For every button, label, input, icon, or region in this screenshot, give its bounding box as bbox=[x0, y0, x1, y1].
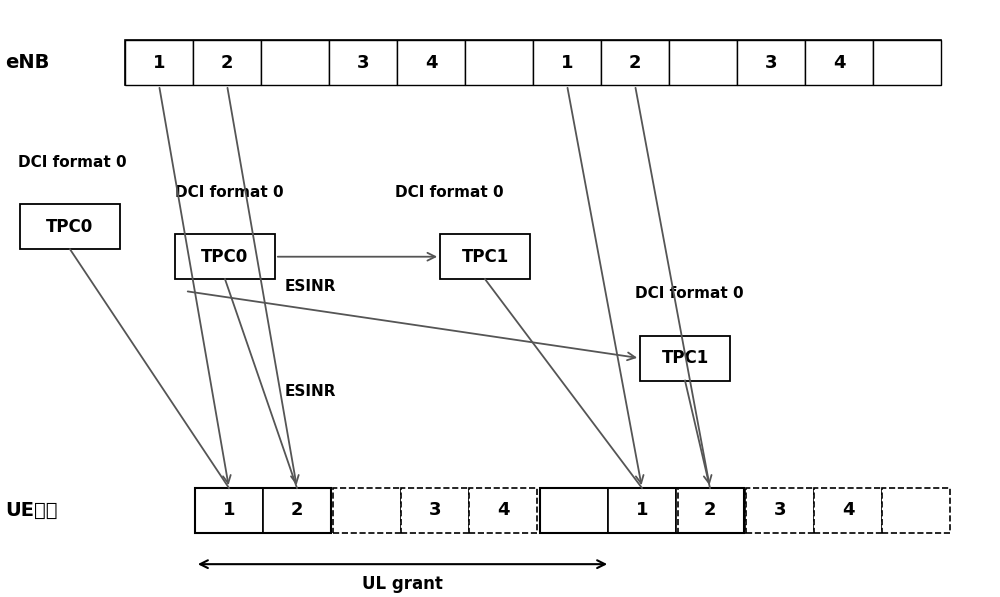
Text: 2: 2 bbox=[291, 501, 303, 519]
Bar bbox=[737, 41, 805, 85]
Text: 3: 3 bbox=[765, 54, 777, 72]
Bar bbox=[814, 488, 882, 533]
Text: 4: 4 bbox=[497, 501, 509, 519]
Text: 2: 2 bbox=[629, 54, 641, 72]
Bar bbox=[601, 41, 669, 85]
Bar bbox=[669, 41, 737, 85]
Text: eNB: eNB bbox=[5, 53, 49, 72]
Bar bbox=[125, 41, 193, 85]
Bar bbox=[540, 488, 744, 533]
Bar bbox=[882, 488, 950, 533]
Bar bbox=[873, 41, 941, 85]
Text: 1: 1 bbox=[636, 501, 648, 519]
Bar bbox=[746, 488, 814, 533]
Bar bbox=[540, 488, 608, 533]
Text: 3: 3 bbox=[357, 54, 369, 72]
Bar bbox=[195, 488, 331, 533]
Bar bbox=[678, 488, 746, 533]
Bar bbox=[263, 488, 331, 533]
Bar bbox=[193, 41, 261, 85]
Bar bbox=[676, 488, 744, 533]
Text: DCI format 0: DCI format 0 bbox=[635, 287, 744, 301]
Text: 3: 3 bbox=[774, 501, 786, 519]
Text: 2: 2 bbox=[221, 54, 233, 72]
Text: 1: 1 bbox=[153, 54, 165, 72]
Bar bbox=[125, 41, 941, 85]
Text: UE进程: UE进程 bbox=[5, 501, 58, 520]
Bar bbox=[469, 488, 537, 533]
Bar bbox=[608, 488, 676, 533]
Text: TPC0: TPC0 bbox=[46, 218, 94, 236]
Text: DCI format 0: DCI format 0 bbox=[175, 185, 284, 200]
Bar bbox=[805, 41, 873, 85]
Bar bbox=[195, 488, 263, 533]
Text: ESINR: ESINR bbox=[285, 383, 336, 399]
Text: ESINR: ESINR bbox=[285, 279, 336, 294]
Text: DCI format 0: DCI format 0 bbox=[395, 185, 504, 200]
Text: TPC1: TPC1 bbox=[661, 349, 709, 367]
Bar bbox=[333, 488, 401, 533]
Text: TPC1: TPC1 bbox=[461, 248, 509, 266]
Bar bbox=[465, 41, 533, 85]
Bar bbox=[329, 41, 397, 85]
Bar bbox=[20, 204, 120, 250]
Text: 4: 4 bbox=[842, 501, 854, 519]
Text: 3: 3 bbox=[429, 501, 441, 519]
Bar bbox=[440, 235, 530, 279]
Text: 2: 2 bbox=[704, 501, 716, 519]
Bar bbox=[533, 41, 601, 85]
Text: 4: 4 bbox=[833, 54, 845, 72]
Bar bbox=[175, 235, 275, 279]
Bar bbox=[397, 41, 465, 85]
Text: DCI format 0: DCI format 0 bbox=[18, 155, 127, 170]
Text: 1: 1 bbox=[561, 54, 573, 72]
Bar bbox=[261, 41, 329, 85]
Text: 1: 1 bbox=[223, 501, 235, 519]
Bar bbox=[401, 488, 469, 533]
Bar bbox=[640, 336, 730, 381]
Text: UL grant: UL grant bbox=[362, 575, 443, 593]
Text: TPC0: TPC0 bbox=[201, 248, 249, 266]
Text: 4: 4 bbox=[425, 54, 437, 72]
